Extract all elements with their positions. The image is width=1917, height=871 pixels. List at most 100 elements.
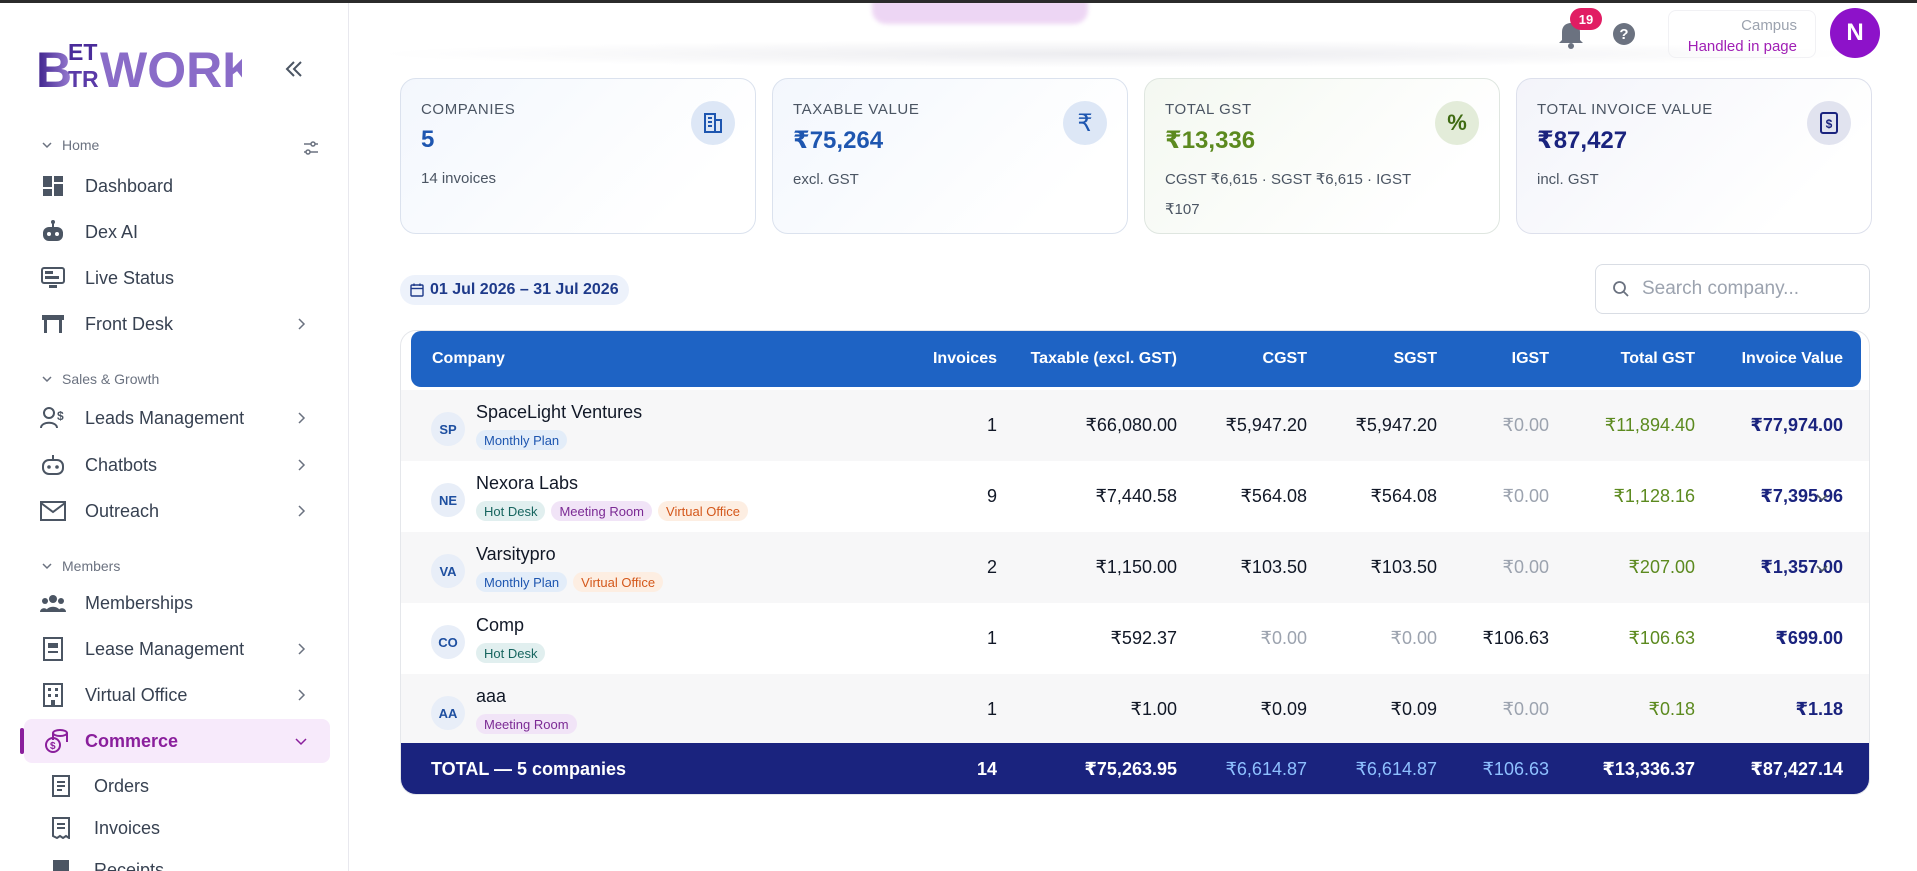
sidebar-item-label: Commerce: [85, 730, 179, 751]
sliders-icon[interactable]: [302, 139, 320, 157]
window-top-border: [0, 0, 1917, 3]
question-icon: ?: [1613, 23, 1635, 45]
sidebar-item-label: Leads Management: [85, 407, 245, 428]
company-search[interactable]: [1595, 264, 1870, 314]
cell-igst: ₹0.00: [1502, 557, 1550, 577]
header-shadow: [370, 40, 1870, 68]
plan-tag: Monthly Plan: [476, 430, 568, 450]
sidebar-item-chatbots[interactable]: Chatbots: [20, 443, 330, 487]
stat-value: ₹75,264: [793, 127, 884, 154]
cell-taxable: ₹592.37: [1110, 628, 1177, 648]
company-avatar: CO: [431, 625, 465, 659]
section-home[interactable]: Home: [42, 137, 99, 153]
table-total-row: TOTAL — 5 companies 14 ₹75,263.95 ₹6,614…: [401, 743, 1869, 794]
campus-value: Handled in page: [1687, 38, 1797, 55]
stat-card-total-gst: TOTAL GST ₹13,336 CGST ₹6,615 · SGST ₹6,…: [1144, 78, 1500, 234]
sidebar-item-dex-ai[interactable]: Dex AI: [20, 210, 330, 254]
cell-invoice-value: ₹1,357.00: [1760, 557, 1843, 577]
cell-total-gst: ₹106.63: [1628, 628, 1695, 648]
campus-label: Campus: [1741, 17, 1797, 34]
sidebar-item-live-status[interactable]: Live Status: [20, 256, 330, 300]
double-chevron-left-icon: [285, 61, 302, 77]
cell-total-gst: ₹11,894.40: [1604, 415, 1695, 435]
column-header-igst[interactable]: IGST: [1511, 350, 1549, 367]
column-header-cgst[interactable]: CGST: [1262, 350, 1307, 367]
total-invoice-value: ₹87,427.14: [1750, 759, 1843, 779]
rupee-icon: ₹: [1063, 101, 1107, 145]
coins-icon: $: [44, 728, 70, 754]
cell-invoice-value: ₹699.00: [1775, 628, 1843, 648]
sidebar-item-virtual-office[interactable]: Virtual Office: [20, 673, 330, 717]
cell-sgst: ₹103.50: [1370, 557, 1437, 577]
section-sales-growth[interactable]: Sales & Growth: [42, 371, 159, 387]
table-row[interactable]: CO Comp Hot Desk 1 ₹592.37 ₹0.00 ₹0.00 ₹…: [401, 603, 1869, 674]
cell-cgst: ₹0.00: [1260, 628, 1308, 648]
mail-icon: [40, 498, 66, 524]
cell-taxable: ₹7,440.58: [1095, 486, 1177, 506]
plan-tag: Virtual Office: [573, 572, 664, 592]
sidebar-item-front-desk[interactable]: Front Desk: [20, 302, 330, 346]
date-range-label: 01 Jul 2026 – 31 Jul 2026: [430, 281, 619, 298]
sidebar-item-commerce[interactable]: $ Commerce: [24, 719, 330, 763]
company-name: aaa: [476, 686, 507, 706]
brand-logo[interactable]: B ET TR WORK: [36, 35, 258, 98]
sidebar-item-leads[interactable]: $ Leads Management: [20, 396, 330, 440]
table-row[interactable]: AA aaa Meeting Room 1 ₹1.00 ₹0.09 ₹0.09 …: [401, 674, 1869, 745]
expand-row-icon[interactable]: [1814, 560, 1830, 576]
date-range-filter[interactable]: 01 Jul 2026 – 31 Jul 2026: [400, 275, 629, 305]
plan-tag: Virtual Office: [658, 501, 748, 521]
section-members[interactable]: Members: [42, 558, 120, 574]
cell-sgst: ₹0.09: [1390, 699, 1438, 719]
sidebar-item-memberships[interactable]: Memberships: [20, 581, 330, 625]
column-header-invoices[interactable]: Invoices: [932, 350, 997, 367]
svg-text:$: $: [50, 741, 56, 752]
collapse-sidebar-button[interactable]: [278, 55, 310, 83]
column-header-taxable[interactable]: Taxable (excl. GST): [1030, 350, 1177, 367]
svg-text:WORK: WORK: [100, 42, 242, 97]
total-taxable: ₹75,263.95: [1084, 759, 1177, 779]
column-header-total-gst[interactable]: Total GST: [1620, 350, 1695, 367]
chevron-right-icon: [298, 412, 306, 424]
company-name: SpaceLight Ventures: [476, 402, 643, 422]
table-row[interactable]: SP SpaceLight Ventures Monthly Plan 1 ₹6…: [401, 390, 1869, 461]
search-icon: [1613, 281, 1629, 297]
company-avatar: VA: [431, 554, 465, 588]
campus-selector[interactable]: Campus Handled in page: [1668, 10, 1816, 58]
table-header: Company Invoices Taxable (excl. GST) CGS…: [411, 331, 1861, 387]
stat-sub: excl. GST: [793, 171, 859, 188]
header-decoration: [872, 0, 1088, 24]
company-avatar: SP: [431, 412, 465, 446]
stat-value: ₹13,336: [1165, 127, 1256, 154]
chevron-down-icon: [295, 738, 307, 746]
table-row[interactable]: NE Nexora Labs Hot Desk Meeting Room Vir…: [401, 461, 1869, 532]
users-icon: [40, 590, 66, 616]
chevron-down-icon: [42, 563, 52, 570]
sidebar-item-lease[interactable]: Lease Management: [20, 627, 330, 671]
plan-tags: Meeting Room: [476, 714, 577, 734]
company-name: Nexora Labs: [476, 473, 579, 493]
monitor-icon: [40, 265, 66, 291]
sidebar-item-invoices[interactable]: Invoices: [44, 808, 330, 848]
cell-total-gst: ₹0.18: [1648, 699, 1696, 719]
svg-text:ET: ET: [68, 39, 97, 65]
cell-invoices: 1: [986, 628, 997, 648]
sidebar-item-outreach[interactable]: Outreach: [20, 489, 330, 533]
expand-row-icon[interactable]: [1814, 489, 1830, 505]
column-header-company[interactable]: Company: [432, 350, 505, 367]
column-header-invoice-value[interactable]: Invoice Value: [1741, 350, 1843, 367]
help-button[interactable]: ?: [1612, 22, 1636, 46]
sidebar-item-receipts[interactable]: Receipts: [44, 850, 330, 871]
chevron-down-icon: [42, 142, 52, 149]
stat-card-taxable: TAXABLE VALUE ₹75,264 excl. GST ₹: [772, 78, 1128, 234]
search-input[interactable]: [1642, 278, 1842, 300]
user-avatar[interactable]: N: [1830, 8, 1880, 58]
cell-total-gst: ₹1,128.16: [1613, 486, 1695, 506]
cell-igst: ₹106.63: [1482, 628, 1549, 648]
section-label: Home: [62, 137, 100, 153]
column-header-sgst[interactable]: SGST: [1393, 350, 1437, 367]
sidebar-item-label: Dashboard: [85, 175, 174, 196]
sidebar-item-dashboard[interactable]: Dashboard: [20, 164, 330, 208]
cell-taxable: ₹1.00: [1130, 699, 1178, 719]
sidebar-item-orders[interactable]: Orders: [44, 766, 330, 806]
table-row[interactable]: VA Varsitypro Monthly Plan Virtual Offic…: [401, 532, 1869, 603]
